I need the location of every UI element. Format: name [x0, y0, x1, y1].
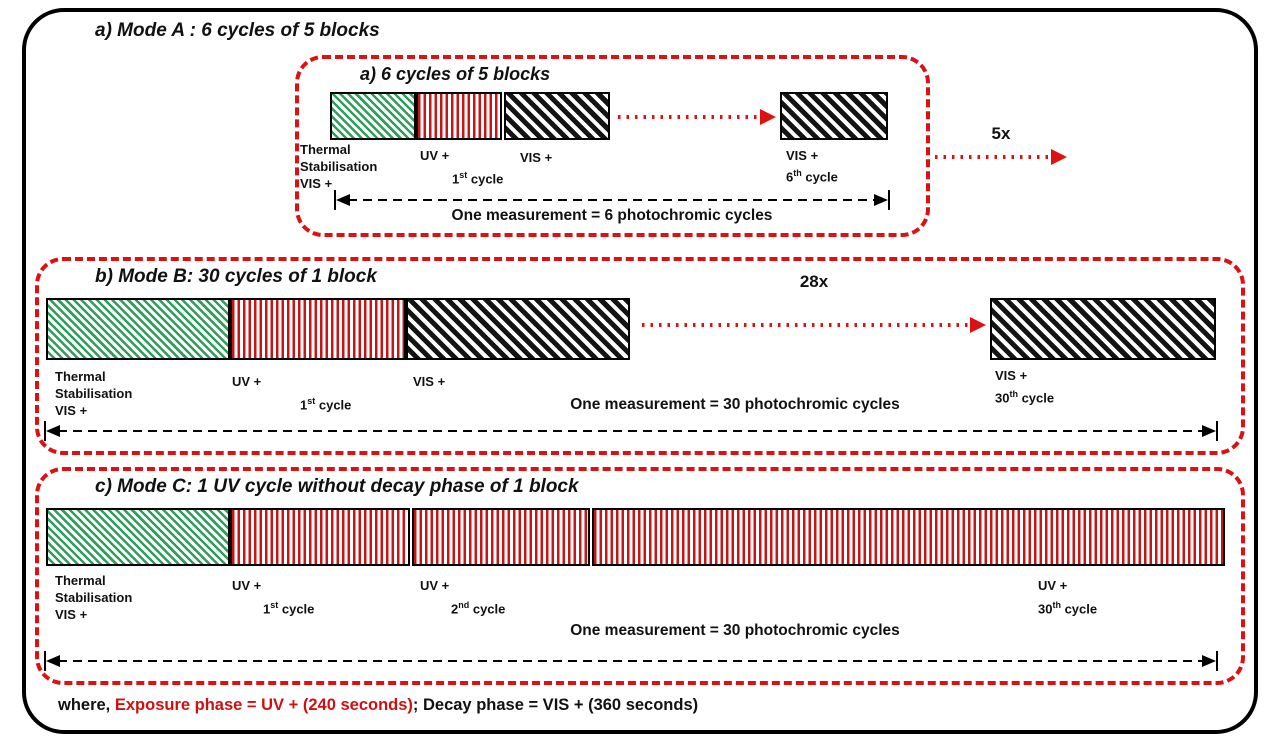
mode-b-vis-bar-1	[406, 298, 630, 360]
mode-c-cycle30-label: 30th cycle	[1038, 600, 1097, 616]
cycle-number: 1	[452, 171, 460, 187]
mode-b-cycle1-label: 1st cycle	[300, 396, 351, 412]
mode-b-title: b) Mode B: 30 cycles of 1 block	[95, 266, 377, 287]
mode-a-uv-label: UV +	[420, 148, 450, 163]
mode-b-vis1-label: VIS +	[413, 374, 446, 389]
mode-a-outer-repeat-arrow-icon	[935, 149, 1067, 165]
mode-a-box	[295, 55, 930, 237]
cycle-word: cycle	[1060, 601, 1098, 617]
mode-a-measurement-label: One measurement = 6 photochromic cycles	[451, 207, 773, 224]
mode-a-repeat-dotted-arrow-icon	[618, 109, 776, 125]
mode-b-thermal-label: Thermal Stabilisation VIS +	[55, 369, 133, 419]
mode-a-measurement-span-arrow-icon	[334, 190, 890, 210]
legend-prefix: where,	[58, 696, 115, 714]
mode-c-uv30-label: UV +	[1038, 578, 1068, 593]
mode-c-measurement-label: One measurement = 30 photochromic cycles	[570, 622, 900, 639]
mode-c-cycle2-label: 2nd cycle	[451, 600, 505, 616]
mode-a-cycle6-label: 6th cycle	[786, 168, 838, 184]
mode-b-uv-bar	[230, 298, 406, 360]
mode-a-thermal-bar	[330, 92, 416, 140]
mode-a-cycle1-label: 1st cycle	[452, 170, 503, 186]
cycle-word: cycle	[278, 601, 315, 617]
mode-c-thermal-bar	[46, 508, 230, 566]
mode-b-repeat-count: 28x	[799, 272, 829, 291]
cycle-ordinal-suffix: st	[270, 600, 279, 610]
cycle-ordinal-suffix: th	[793, 168, 802, 178]
legend-decay-phase: ; Decay phase = VIS + (360 seconds)	[412, 696, 699, 714]
mode-c-uv-bar-2	[412, 508, 590, 566]
mode-c-measurement-span-arrow-icon	[44, 651, 1218, 671]
mode-b-measurement-span-arrow-icon	[44, 421, 1218, 441]
cycle-word: cycle	[467, 171, 504, 187]
cycle-number: 2	[451, 601, 459, 617]
mode-a-title: a) 6 cycles of 5 blocks	[360, 64, 551, 84]
mode-b-vis-bar-30	[990, 298, 1216, 360]
mode-c-cycle1-label: 1st cycle	[263, 600, 314, 616]
mode-c-uv-bar-3-to-30	[592, 508, 1225, 566]
mode-c-uv2-label: UV +	[420, 578, 450, 593]
cycle-number: 6	[786, 169, 794, 185]
mode-b-repeat-dotted-arrow-icon	[642, 317, 986, 333]
cycle-ordinal-suffix: th	[1009, 389, 1018, 399]
mode-b-box	[35, 257, 1245, 455]
mode-a-vis-bar-6	[780, 92, 888, 140]
legend-text: where, Exposure phase = UV + (240 second…	[58, 696, 698, 715]
mode-a-thermal-label: Thermal Stabilisation VIS +	[300, 142, 378, 192]
mode-c-thermal-label: Thermal Stabilisation VIS +	[55, 573, 133, 623]
mode-c-box	[35, 467, 1245, 685]
mode-a-vis-bar-1	[504, 92, 610, 140]
mode-b-cycle30-label: 30th cycle	[995, 389, 1054, 405]
mode-a-uv-bar	[416, 92, 502, 140]
cycle-number: 1	[300, 397, 308, 413]
cycle-ordinal-suffix: nd	[458, 600, 470, 610]
mode-a-heading: a) Mode A : 6 cycles of 5 blocks	[95, 20, 380, 41]
mode-c-title: c) Mode C: 1 UV cycle without decay phas…	[95, 476, 579, 497]
cycle-number: 1	[263, 601, 271, 617]
mode-a-vis1-label: VIS +	[520, 150, 553, 165]
figure-border	[22, 8, 1258, 734]
mode-a-vis2-label: VIS +	[786, 148, 819, 163]
mode-b-uv-label: UV +	[232, 374, 262, 389]
cycle-word: cycle	[801, 169, 838, 185]
cycle-word: cycle	[315, 397, 352, 413]
cycle-ordinal-suffix: st	[307, 396, 316, 406]
cycle-number: 30	[995, 390, 1010, 406]
mode-c-uv1-label: UV +	[232, 578, 262, 593]
cycle-word: cycle	[1017, 390, 1055, 406]
mode-b-measurement-label: One measurement = 30 photochromic cycles	[570, 396, 900, 413]
cycle-word: cycle	[469, 601, 506, 617]
legend-exposure-phase: Exposure phase = UV + (240 seconds)	[114, 696, 413, 714]
mode-b-thermal-bar	[46, 298, 230, 360]
mode-b-vis2-label: VIS +	[995, 368, 1028, 383]
cycle-ordinal-suffix: st	[459, 170, 468, 180]
cycle-number: 30	[1038, 601, 1053, 617]
mode-a-repeat-count: 5x	[991, 124, 1011, 143]
mode-c-uv-bar-1	[230, 508, 410, 566]
cycle-ordinal-suffix: th	[1052, 600, 1061, 610]
